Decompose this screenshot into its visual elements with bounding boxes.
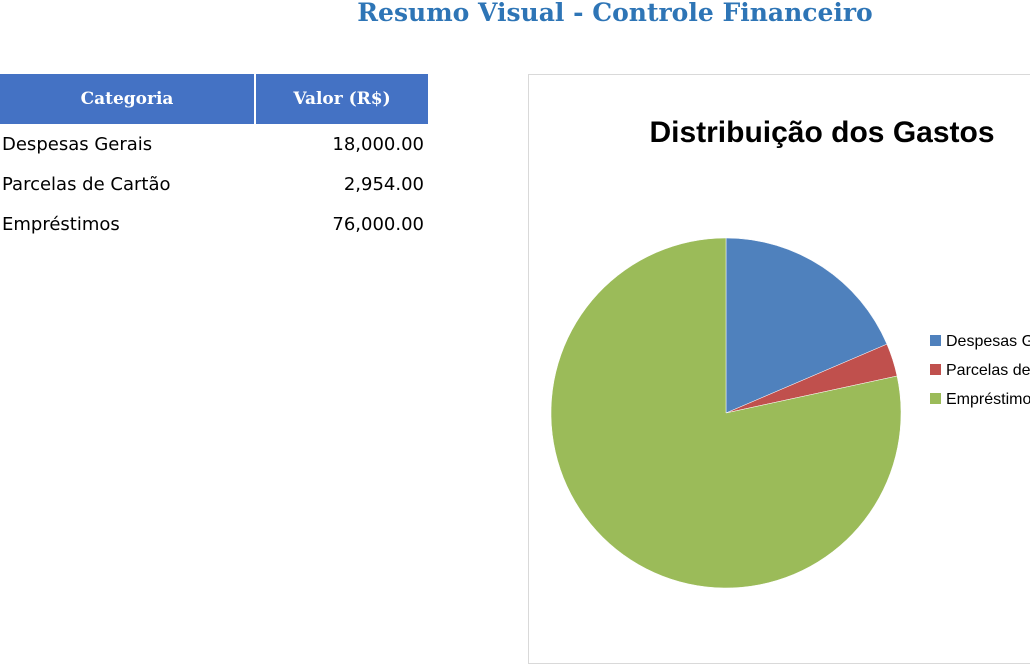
row-category: Despesas Gerais: [2, 133, 153, 155]
legend-swatch-2: [930, 364, 941, 375]
pie-slice-3[interactable]: [550, 237, 902, 589]
table-row: Parcelas de Cartão 2,954.00: [0, 164, 428, 204]
legend-label-1: Despesas Gerais: [946, 333, 1030, 350]
summary-table: Categoria Valor (R$) Despesas Gerais 18,…: [0, 74, 428, 244]
header-categoria: Categoria: [0, 74, 256, 124]
row-category: Parcelas de Cartão: [2, 173, 171, 195]
chart-title: Distribuição dos Gastos: [649, 116, 994, 149]
legend-swatch-3: [930, 393, 941, 404]
row-value: 2,954.00: [343, 173, 424, 195]
legend-label-2: Parcelas de Cartão: [946, 362, 1030, 379]
table-header-row: Categoria Valor (R$): [0, 74, 428, 124]
row-value: 18,000.00: [332, 133, 424, 155]
pie-chart-svg: Distribuição dos Gastos Despesas Gerais Pa…: [550, 116, 1030, 589]
legend-swatch-1: [930, 335, 941, 346]
row-value: 76,000.00: [332, 213, 424, 235]
header-valor: Valor (R$): [256, 74, 428, 124]
page-title: Resumo Visual - Controle Financeiro: [357, 0, 873, 27]
table-row: Despesas Gerais 18,000.00: [0, 124, 428, 164]
pie-chart[interactable]: Distribuição dos Gastos Despesas Gerais Pa…: [528, 74, 1030, 664]
pie-slice-1[interactable]: [725, 237, 888, 414]
legend-label-3: Empréstimos: [946, 391, 1030, 408]
table-row: Empréstimos 76,000.00: [0, 204, 428, 244]
row-category: Empréstimos: [2, 213, 120, 235]
